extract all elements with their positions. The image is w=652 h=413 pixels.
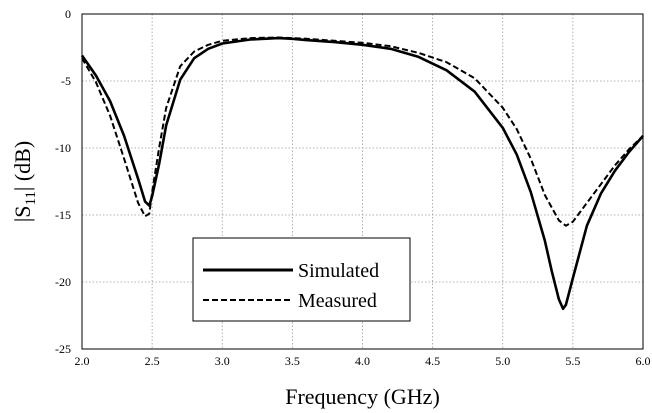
y-tick-label: -25 xyxy=(55,342,71,356)
y-tick-label: -15 xyxy=(55,208,71,222)
y-axis-title-subscript: 11 xyxy=(23,191,39,205)
y-axis-title: |S11| (dB) xyxy=(10,141,39,222)
x-tick-label: 3.5 xyxy=(285,354,300,368)
legend-label-simulated: Simulated xyxy=(298,260,379,282)
y-axis-title-suffix: | (dB) xyxy=(10,141,35,191)
legend: Simulated Measured xyxy=(192,237,411,322)
y-tick-label: -10 xyxy=(55,141,71,155)
x-tick-label: 5.0 xyxy=(495,354,510,368)
x-axis-title: Frequency (GHz) xyxy=(285,384,440,409)
x-tick-label: 2.0 xyxy=(75,354,90,368)
x-tick-label: 4.0 xyxy=(355,354,370,368)
legend-box xyxy=(192,237,411,322)
y-axis-title-prefix: |S xyxy=(10,206,35,223)
y-tick-label: -20 xyxy=(55,275,71,289)
x-tick-label: 4.5 xyxy=(425,354,440,368)
y-tick-label: 0 xyxy=(65,7,71,21)
x-tick-labels: 2.0 2.5 3.0 3.5 4.0 4.5 5.0 5.5 6.0 xyxy=(75,354,651,368)
x-tick-label: 5.5 xyxy=(565,354,580,368)
x-tick-label: 3.0 xyxy=(215,354,230,368)
x-tick-label: 2.5 xyxy=(145,354,160,368)
series-measured xyxy=(81,36,644,227)
y-tick-label: -5 xyxy=(61,74,71,88)
legend-label-measured: Measured xyxy=(298,290,377,312)
series-layer xyxy=(80,36,644,311)
x-tick-label: 6.0 xyxy=(636,354,651,368)
y-tick-labels: 0 -5 -10 -15 -20 -25 xyxy=(55,7,71,356)
plot-frame xyxy=(81,13,644,350)
